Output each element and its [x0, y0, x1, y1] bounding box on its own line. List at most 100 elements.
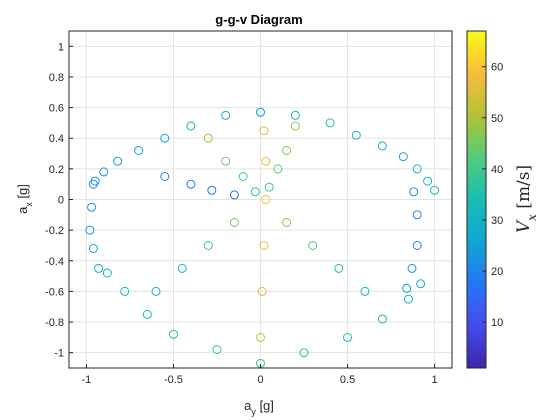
data-point [264, 182, 274, 192]
data-point [256, 107, 265, 117]
colorbar-ticks: 10 20 30 40 50 60 [482, 62, 503, 329]
data-point [177, 263, 187, 273]
y-axis-ticks: -1 -0.8 -0.6 -0.4 -0.2 0 0.2 0.4 0.6 0.8 1 [45, 41, 73, 360]
x-tick-label: -1 [82, 374, 92, 386]
data-point [229, 190, 239, 200]
data-point [290, 121, 300, 131]
data-point [160, 172, 170, 181]
data-point [377, 141, 387, 151]
data-point [273, 164, 283, 174]
data-point [402, 283, 412, 293]
data-point [102, 268, 112, 278]
axis-label-unit: [g] [15, 184, 30, 202]
colorbar-label: Vx [m/s] [514, 165, 539, 233]
data-point [142, 309, 152, 319]
data-point [412, 210, 422, 220]
data-point [160, 133, 170, 143]
grid-lines [69, 31, 452, 368]
y-tick-label: -0.6 [45, 286, 64, 298]
data-point [407, 263, 417, 273]
data-point [261, 195, 271, 204]
data-point [186, 121, 196, 131]
y-tick-label: 1 [58, 41, 64, 53]
data-point [203, 133, 213, 143]
colorbar-tick-label: 60 [491, 62, 503, 74]
data-point [88, 244, 98, 253]
data-point [308, 241, 318, 250]
x-tick-label: 0 [257, 374, 263, 386]
data-point [351, 130, 361, 140]
axis-label-main: a [15, 206, 30, 214]
y-tick-label: 0.6 [49, 103, 64, 115]
colorbar [466, 30, 487, 369]
data-point [423, 176, 433, 186]
data-point [85, 225, 95, 235]
data-point [282, 218, 292, 227]
y-axis-label: ax [g] [15, 184, 34, 214]
data-point [398, 152, 408, 162]
data-point [416, 279, 426, 289]
data-point [151, 286, 161, 296]
y-tick-label: 0 [58, 195, 64, 207]
data-point [261, 156, 271, 166]
y-tick-label: -1 [54, 348, 64, 360]
data-point [377, 314, 387, 324]
colorbar-tick-label: 30 [491, 215, 503, 227]
data-point [259, 126, 269, 136]
data-point [325, 118, 335, 128]
data-point [238, 172, 248, 181]
data-point [256, 332, 265, 342]
data-point [94, 263, 104, 273]
data-point [299, 348, 309, 358]
axis-label-subscript: y [251, 407, 256, 417]
data-point [334, 263, 344, 273]
data-point [409, 187, 419, 197]
y-tick-label: -0.8 [45, 317, 64, 329]
x-axis-ticks: -1 -0.5 0 0.5 1 [82, 364, 438, 386]
data-point [412, 241, 422, 250]
colorbar-tick-label: 40 [491, 164, 503, 176]
data-point [412, 164, 422, 174]
colorbar-label-units: [m/s] [514, 165, 534, 214]
x-tick-label: -0.5 [164, 374, 183, 386]
axis-label-main: a [244, 398, 252, 413]
data-point [343, 332, 352, 342]
colorbar-tick-label: 50 [491, 113, 503, 125]
y-tick-label: 0.2 [49, 164, 64, 176]
data-point [257, 286, 267, 296]
data-point [113, 156, 123, 166]
data-point [229, 218, 239, 227]
data-point [87, 202, 97, 212]
data-point [207, 185, 217, 195]
axis-label-subscript: x [24, 202, 34, 207]
data-point [120, 286, 130, 296]
data-point [259, 241, 269, 250]
data-point [430, 185, 440, 195]
colorbar-tick-label: 10 [491, 317, 503, 329]
data-point [212, 345, 222, 355]
colorbar-label-subscript: x [525, 214, 539, 221]
data-point [282, 146, 292, 155]
chart-title: g-g-v Diagram [215, 12, 302, 27]
data-point [169, 329, 178, 339]
colorbar-label-var: V [514, 219, 534, 233]
axis-label-unit: [g] [256, 398, 274, 413]
data-point [186, 179, 196, 189]
x-tick-label: 1 [432, 374, 438, 386]
data-point [99, 167, 109, 177]
x-axis-label: ay [g] [244, 398, 274, 417]
colorbar-tick-label: 20 [491, 266, 503, 278]
data-point [250, 187, 260, 197]
y-tick-label: 0.4 [49, 133, 64, 145]
y-tick-label: 0.8 [49, 72, 64, 84]
data-point [90, 176, 100, 186]
y-tick-label: -0.2 [45, 225, 64, 237]
data-point [134, 146, 144, 155]
data-point [221, 110, 231, 120]
data-point [203, 241, 213, 250]
data-point [360, 286, 370, 296]
data-point [404, 294, 413, 304]
data-points [85, 107, 440, 368]
data-point [290, 110, 300, 120]
